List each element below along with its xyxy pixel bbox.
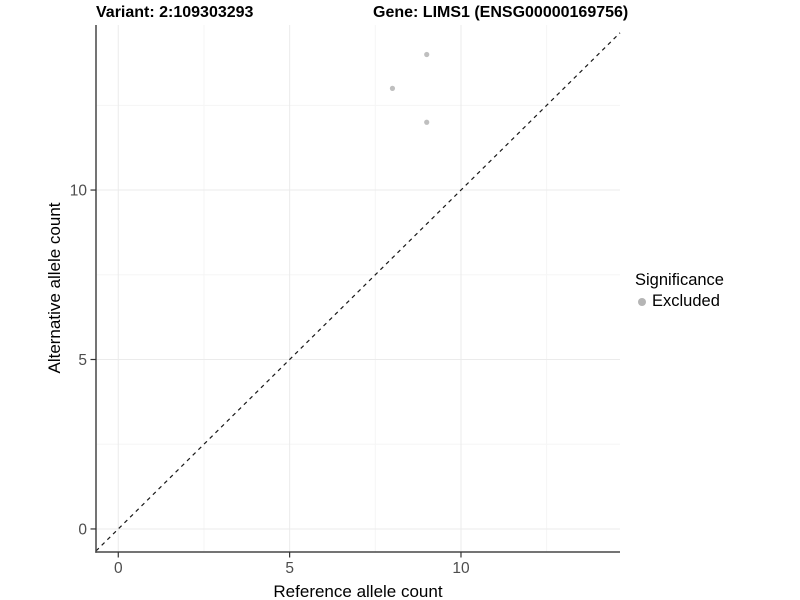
legend-title: Significance — [635, 271, 724, 289]
legend-item-label: Excluded — [652, 292, 720, 310]
data-point — [389, 85, 396, 91]
y-tick-label: 10 — [70, 183, 88, 200]
legend-point-icon — [638, 297, 646, 306]
legend: Significance Excluded — [633, 271, 724, 311]
x-tick-label: 0 — [114, 560, 123, 577]
data-point — [424, 119, 430, 125]
variant-title: Variant: 2:109303293 — [96, 4, 254, 21]
data-point — [424, 51, 430, 58]
x-tick-label: 5 — [285, 560, 294, 577]
legend-item-excluded: Excluded — [633, 292, 724, 311]
identity-line — [95, 32, 621, 552]
y-axis-title: Alternative allele count — [45, 202, 64, 374]
y-tick-label: 0 — [78, 521, 87, 538]
x-tick-label: 10 — [452, 560, 470, 577]
gene-title: Gene: LIMS1 (ENSG00000169756) — [373, 4, 629, 21]
panel-background — [96, 25, 620, 552]
y-tick-label: 5 — [78, 352, 87, 369]
x-axis-title: Reference allele count — [273, 582, 443, 600]
